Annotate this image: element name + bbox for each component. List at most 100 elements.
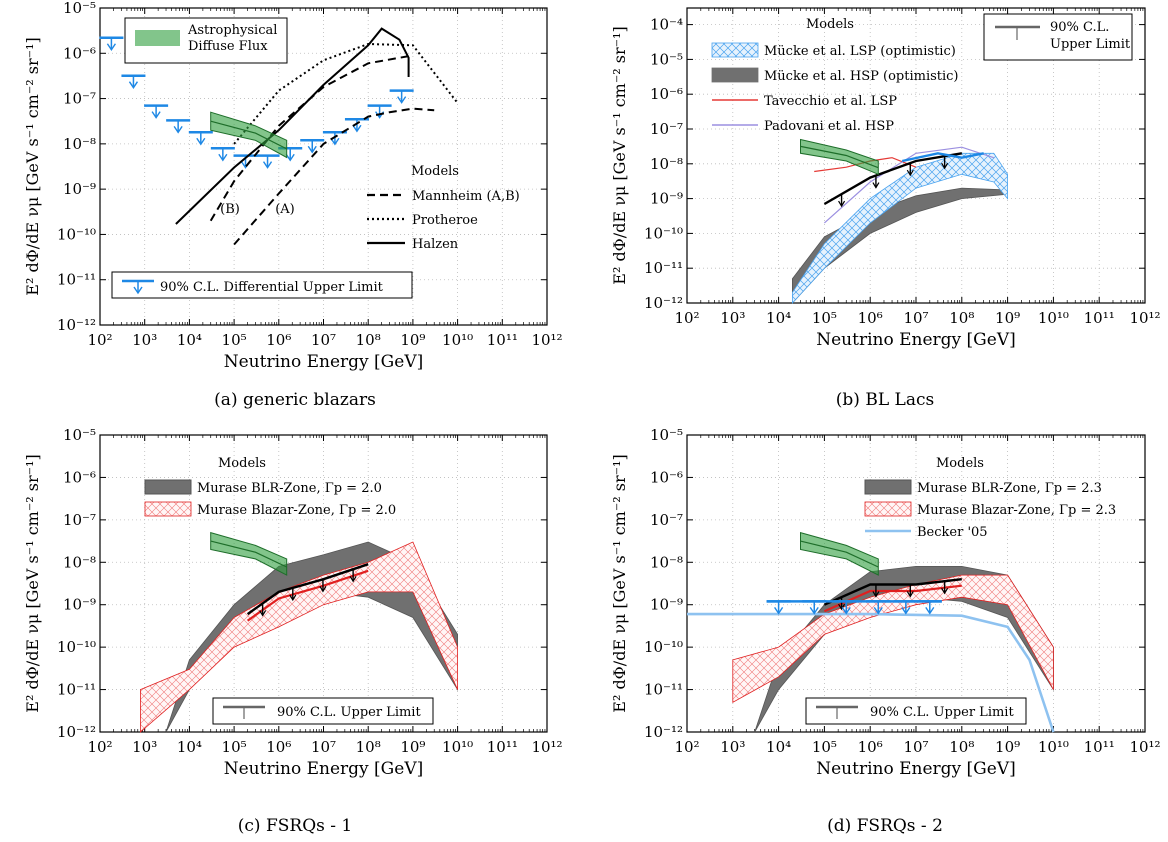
upper-limit-marker-head xyxy=(218,153,228,162)
legend-models-title: Models xyxy=(218,456,266,471)
limit-arrow-head xyxy=(941,162,949,170)
y-tick-label: 10⁻⁴ xyxy=(650,16,683,34)
legend-diffuse-label-2: Diffuse Flux xyxy=(188,39,268,54)
x-tick-label: 10³ xyxy=(132,738,157,756)
limit-arrow-head xyxy=(906,169,914,177)
upper-limit-marker-head xyxy=(901,606,911,615)
legend-model-label: Padovani et al. HSP xyxy=(764,119,894,134)
x-axis-label: Neutrino Energy [GeV] xyxy=(816,330,1015,350)
x-tick-label: 10¹¹ xyxy=(487,331,518,349)
y-tick-label: 10⁻¹⁰ xyxy=(644,224,683,242)
x-tick-label: 10⁹ xyxy=(400,331,425,349)
upper-limit-marker-head xyxy=(925,606,935,615)
y-tick-label: 10⁻¹¹ xyxy=(57,271,96,289)
y-tick-label: 10⁻⁷ xyxy=(63,90,96,108)
limit-arrow-head xyxy=(259,610,267,617)
plot-frame xyxy=(686,7,1146,304)
legend-diffuse-label-1: Astrophysical xyxy=(187,23,277,38)
x-tick-label: 10⁵ xyxy=(222,738,247,756)
upper-limit-marker-head xyxy=(106,43,116,52)
y-tick-label: 10⁻¹⁰ xyxy=(644,638,683,656)
x-tick-label: 10⁷ xyxy=(311,331,336,349)
series-astrophysical-diffuse-flux-center xyxy=(210,120,287,150)
legend-limit-label-1: 90% C.L. xyxy=(1050,20,1109,35)
legend-model-label: Becker '05 xyxy=(917,525,988,540)
x-tick-label: 10⁷ xyxy=(311,738,336,756)
y-tick-label: 10⁻¹¹ xyxy=(57,681,96,699)
x-tick-label: 10¹¹ xyxy=(1084,309,1115,327)
x-tick-label: 10⁴ xyxy=(766,738,791,756)
y-tick-label: 10⁻¹⁰ xyxy=(57,638,96,656)
y-tick-label: 10⁻⁸ xyxy=(63,135,96,153)
legend-model-label: Mücke et al. HSP (optimistic) xyxy=(764,69,959,84)
legend-model-label: Mücke et al. LSP (optimistic) xyxy=(764,44,956,59)
y-tick-label: 10⁻⁸ xyxy=(650,553,683,571)
panel-c: 10² 10³ 10⁴ 10⁵ 10⁶ 10⁷ 10⁸ 10⁹ 10¹⁰ 10¹¹ 10¹² 10⁻¹… xyxy=(23,426,563,779)
y-tick-label: 10⁻⁶ xyxy=(63,468,96,486)
series-astrophysical-diffuse-flux xyxy=(800,138,879,176)
y-tick-label: 10⁻¹¹ xyxy=(644,681,683,699)
upper-limit-marker-head xyxy=(173,125,183,134)
x-tick-label: 10¹⁰ xyxy=(1038,738,1069,756)
plot-frame xyxy=(99,7,548,326)
upper-limit-marker-head xyxy=(873,606,883,615)
panel-d: 10² 10³ 10⁴ 10⁵ 10⁶ 10⁷ 10⁸ 10⁹ 10¹⁰ 10¹¹ 10¹² 10⁻¹… xyxy=(610,426,1161,779)
x-tick-label: 10⁴ xyxy=(766,309,791,327)
caption-d: (d) FSRQs - 2 xyxy=(827,816,943,836)
y-tick-label: 10⁻⁷ xyxy=(63,511,96,529)
legend-model-swatch xyxy=(864,501,912,517)
x-axis-label: Neutrino Energy [GeV] xyxy=(224,352,423,372)
series-astrophysical-diffuse-flux-center xyxy=(210,540,287,568)
x-tick-label: 10² xyxy=(87,331,112,349)
limit-arrow-head xyxy=(838,603,846,611)
x-tick-label: 10¹⁰ xyxy=(442,331,473,349)
annotation-b: (B) xyxy=(220,202,240,217)
x-tick-label: 10⁶ xyxy=(858,309,883,327)
x-axis-label: Neutrino Energy [GeV] xyxy=(816,759,1015,779)
series-90-c-l-upper-limit xyxy=(246,563,369,616)
x-tick-label: 10¹² xyxy=(1129,738,1160,756)
x-tick-label: 10⁸ xyxy=(949,738,974,756)
legend-model-label: Protheroe xyxy=(412,213,478,228)
x-tick-label: 10¹² xyxy=(531,738,562,756)
x-tick-label: 10¹⁰ xyxy=(1038,309,1069,327)
series-m-cke-et-al-lsp-optimistic- xyxy=(792,152,1008,305)
legend-model-label: Murase BLR-Zone, Γp = 2.0 xyxy=(197,481,382,496)
legend-model-swatch xyxy=(864,479,912,495)
legend-limit-label: 90% C.L. Upper Limit xyxy=(277,705,421,720)
legend-limit-label: 90% C.L. Upper Limit xyxy=(870,705,1014,720)
x-tick-label: 10⁹ xyxy=(995,309,1020,327)
series-90-c-l-upper-limit xyxy=(823,152,962,206)
x-tick-label: 10⁴ xyxy=(177,738,202,756)
limit-arrow-head xyxy=(872,182,880,189)
legend-limit-box xyxy=(111,271,413,299)
x-tick-label: 10⁹ xyxy=(995,738,1020,756)
x-tick-label: 10⁶ xyxy=(858,738,883,756)
y-tick-label: 10⁻⁶ xyxy=(650,85,683,103)
x-tick-label: 10¹² xyxy=(531,331,562,349)
y-tick-label: 10⁻⁵ xyxy=(650,426,683,444)
x-tick-label: 10³ xyxy=(720,738,745,756)
legend-limit-box xyxy=(212,697,434,725)
legend-model-label: Halzen xyxy=(412,237,459,252)
legend-model-label: Murase Blazar-Zone, Γp = 2.0 xyxy=(197,503,396,518)
legend-model-label: Mannheim (A,B) xyxy=(412,189,520,204)
x-tick-label: 10⁶ xyxy=(266,331,291,349)
legend-model-label: Murase BLR-Zone, Γp = 2.3 xyxy=(917,481,1102,496)
x-tick-label: 10⁹ xyxy=(400,738,425,756)
y-tick-label: 10⁻⁵ xyxy=(63,426,96,444)
limit-arrow-head xyxy=(872,591,880,598)
x-tick-label: 10² xyxy=(674,309,699,327)
y-axis-label: E² dΦ/dE νμ [GeV s⁻¹ cm⁻² sr⁻¹] xyxy=(610,454,629,712)
y-tick-label: 10⁻⁹ xyxy=(63,596,96,614)
upper-limit-marker-head xyxy=(330,137,340,146)
y-tick-label: 10⁻¹² xyxy=(644,723,683,741)
panel-b: 10² 10³ 10⁴ 10⁵ 10⁶ 10⁷ 10⁸ 10⁹ 10¹⁰ 10¹¹ 10¹² 10⁻¹… xyxy=(610,7,1161,350)
legend-limit-label-2: Upper Limit xyxy=(1050,37,1131,52)
y-tick-label: 10⁻⁷ xyxy=(650,511,683,529)
legend-model-swatch xyxy=(144,479,192,495)
limit-arrow-head xyxy=(319,586,327,593)
upper-limit-marker-head xyxy=(196,137,206,146)
legend-model-label: Murase Blazar-Zone, Γp = 2.3 xyxy=(917,503,1116,518)
